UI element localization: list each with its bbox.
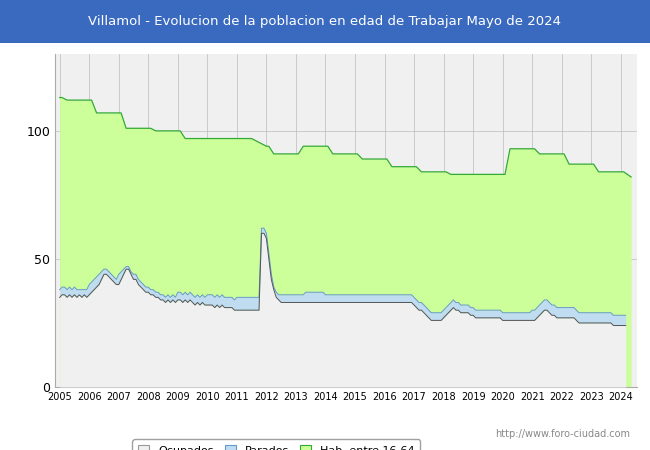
Text: http://www.foro-ciudad.com: http://www.foro-ciudad.com [495, 429, 630, 439]
Text: Villamol - Evolucion de la poblacion en edad de Trabajar Mayo de 2024: Villamol - Evolucion de la poblacion en … [88, 15, 562, 28]
Legend: Ocupados, Parados, Hab. entre 16-64: Ocupados, Parados, Hab. entre 16-64 [133, 440, 420, 450]
